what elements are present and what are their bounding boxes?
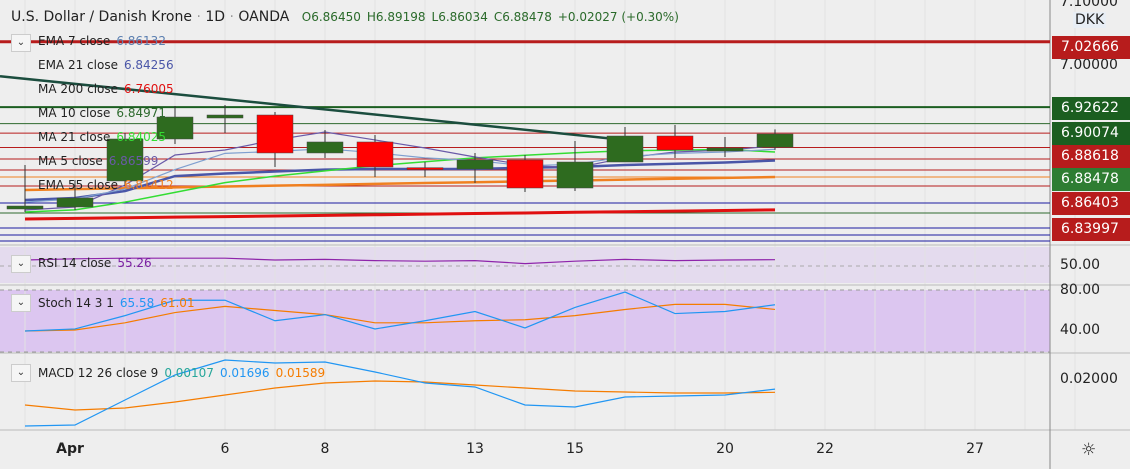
chart-title: U.S. Dollar / Danish Krone · 1D · OANDA … — [11, 9, 685, 25]
macd-tick: 0.02000 — [1060, 371, 1118, 387]
candle-body — [556, 161, 594, 189]
symbol-name: U.S. Dollar / Danish Krone — [11, 9, 192, 25]
indicator-name: MA 200 close — [38, 82, 119, 96]
rsi-tick: 50.00 — [1060, 257, 1101, 273]
x-tick-label: 13 — [466, 441, 484, 457]
indicator-legend-item[interactable]: EMA 21 close 6.84256 — [38, 58, 174, 72]
x-tick-label: 20 — [716, 441, 734, 457]
indicator-value: 6.76005 — [124, 82, 174, 96]
stoch-d-line — [24, 303, 776, 332]
candle-body — [756, 133, 794, 148]
price-label: 6.88478 — [1052, 168, 1130, 191]
series-ema-21 — [24, 159, 776, 202]
x-tick-label: 15 — [566, 441, 584, 457]
price-label: 6.86403 — [1052, 192, 1130, 215]
rsi-collapse-button[interactable]: ⌄ — [11, 255, 31, 273]
rsi-line — [24, 257, 776, 265]
macd-line — [24, 359, 776, 427]
stoch-tick: 80.00 — [1060, 282, 1101, 298]
candle-body — [56, 197, 94, 208]
settings-icon[interactable]: ☼ — [1081, 440, 1097, 460]
candle-body — [206, 114, 244, 119]
interval[interactable]: 1D — [205, 9, 226, 25]
x-tick-label: 6 — [220, 441, 230, 457]
indicator-legend-item[interactable]: EMA 7 close 6.86132 — [38, 34, 166, 48]
indicator-legend-item[interactable]: EMA 55 close 6.81412 — [38, 178, 174, 192]
indicator-name: MA 21 close — [38, 130, 111, 144]
stoch-legend: Stoch 14 3 1 65.58 61.01 — [38, 296, 195, 310]
candle-body — [356, 141, 394, 168]
candle-body — [656, 135, 694, 151]
indicator-legend-item[interactable]: MA 21 close 6.84025 — [38, 130, 166, 144]
indicator-value: 6.84025 — [116, 130, 166, 144]
ohlc-readout: O6.86450 H6.89198 L6.86034 C6.88478 +0.02027… — [301, 10, 679, 24]
macd-legend: MACD 12 26 close 9 0.00107 0.01696 0.01589 — [38, 366, 326, 380]
price-label: 6.83997 — [1052, 218, 1130, 241]
trend-line — [0, 75, 626, 142]
stoch-collapse-button[interactable]: ⌄ — [11, 294, 31, 312]
price-label: 6.90074 — [1052, 122, 1130, 145]
indicator-legend-item[interactable]: MA 5 close 6.86599 — [38, 154, 158, 168]
candle-body — [306, 141, 344, 154]
x-tick-label: Apr — [56, 441, 84, 457]
candle-body — [6, 205, 44, 210]
candle-body — [106, 138, 144, 182]
indicator-legend-item[interactable]: MA 10 close 6.84971 — [38, 106, 166, 120]
stoch-tick: 40.00 — [1060, 322, 1101, 338]
series-ema-7 — [24, 148, 776, 203]
indicator-name: MA 10 close — [38, 106, 111, 120]
candle-body — [506, 159, 544, 189]
indicator-value: 6.81412 — [123, 178, 174, 192]
candle-body — [256, 114, 294, 154]
candle-body — [406, 167, 444, 170]
price-label: 6.88618 — [1052, 145, 1130, 168]
y-tick: 7.00000 — [1060, 57, 1118, 73]
price-label: 6.92622 — [1052, 97, 1130, 120]
indicator-value: 6.86132 — [116, 34, 166, 48]
currency-label[interactable]: DKK — [1073, 12, 1107, 28]
indicator-name: EMA 55 close — [38, 178, 118, 192]
chevron-down-icon: ⌄ — [16, 37, 26, 48]
stoch-k-line — [24, 291, 776, 332]
candle-body — [156, 116, 194, 140]
indicator-name: MA 5 close — [38, 154, 103, 168]
series-ema-55 — [24, 175, 776, 192]
y-tick: 7.10000 — [1060, 0, 1118, 10]
indicator-value: 6.84256 — [123, 58, 174, 72]
series-ma-21 — [24, 148, 776, 213]
candle-body — [706, 147, 744, 152]
x-tick-label: 27 — [966, 441, 984, 457]
macd-signal-line — [24, 380, 776, 411]
indicator-value: 6.84971 — [116, 106, 166, 120]
rsi-legend: RSI 14 close 55.26 — [38, 256, 152, 270]
series-ma-200 — [24, 208, 776, 221]
macd-collapse-button[interactable]: ⌄ — [11, 364, 31, 382]
price-label: 7.02666 — [1052, 36, 1130, 59]
candle-body — [606, 135, 644, 163]
indicator-value: 6.86599 — [108, 154, 159, 168]
indicator-legend-item[interactable]: MA 200 close 6.76005 — [38, 82, 174, 96]
x-tick-label: 8 — [320, 441, 330, 457]
source: OANDA — [238, 9, 290, 25]
indicator-name: EMA 7 close — [38, 34, 111, 48]
indicator-name: EMA 21 close — [38, 58, 118, 72]
candle-body — [456, 159, 494, 170]
x-tick-label: 22 — [816, 441, 834, 457]
collapse-legend-button[interactable]: ⌄ — [11, 34, 31, 52]
